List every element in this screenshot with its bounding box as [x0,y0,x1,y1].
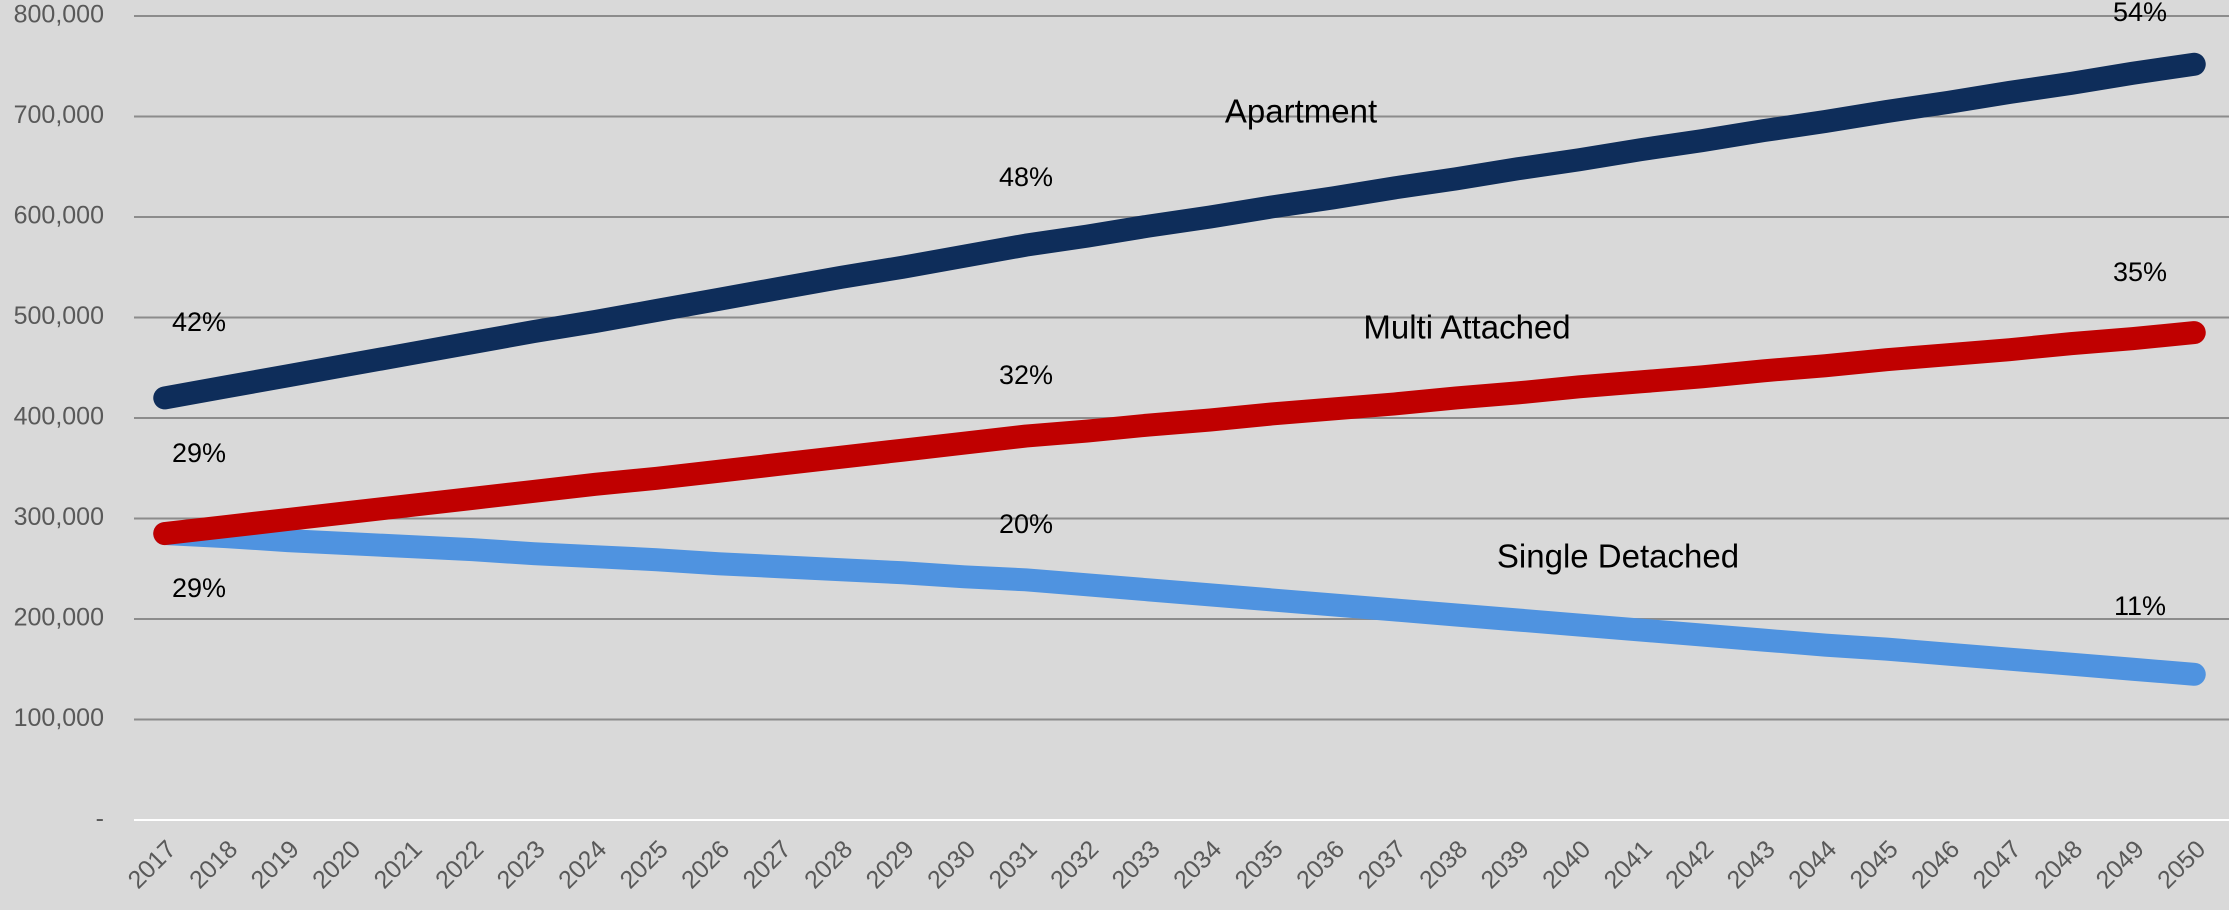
y-tick-label: 100,000 [14,704,104,732]
y-tick-label: 500,000 [14,302,104,330]
percent-label: 54% [2113,0,2167,27]
y-tick-label: 200,000 [14,604,104,632]
series-label: Single Detached [1497,538,1739,575]
percent-label: 20% [999,509,1053,539]
percent-label: 11% [2114,591,2166,621]
percent-label: 42% [172,307,226,337]
series-line [153,321,2206,546]
y-tick-label: 700,000 [14,101,104,129]
percent-label: 32% [999,360,1053,390]
series-line [153,522,2206,686]
percent-label: 29% [172,438,226,468]
percent-label: 29% [172,573,226,603]
series-label: Multi Attached [1363,309,1570,346]
y-tick-label: 400,000 [14,403,104,431]
y-tick-label: - [96,805,104,833]
percent-label: 35% [2113,257,2167,287]
percent-label: 48% [999,162,1053,192]
y-tick-label: 800,000 [14,1,104,29]
series-line [153,52,2206,410]
series-label: Apartment [1225,93,1377,130]
y-tick-label: 300,000 [14,503,104,531]
y-tick-label: 600,000 [14,202,104,230]
